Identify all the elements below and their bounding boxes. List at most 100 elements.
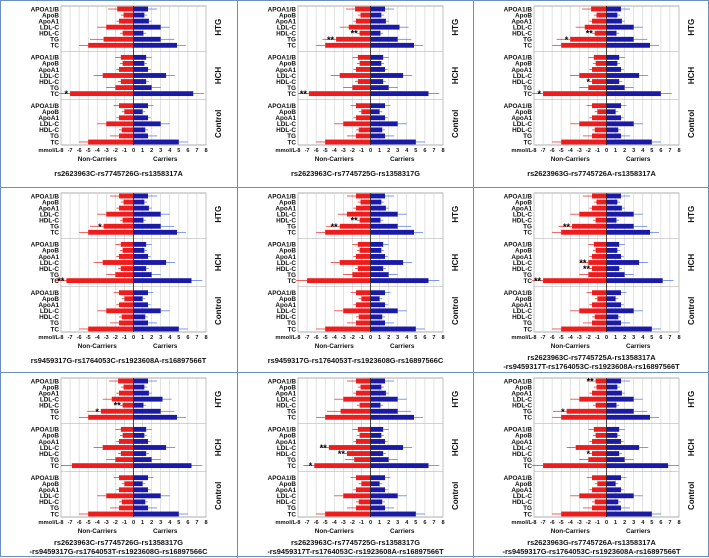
bar-carriers: [370, 205, 386, 211]
bar-non-carriers: [595, 60, 607, 66]
bar-non-carriers: [106, 308, 134, 314]
bar-non-carriers: [354, 457, 371, 463]
group-label: Control: [451, 110, 460, 138]
bar-non-carriers: [119, 67, 134, 72]
bar-carriers: [606, 378, 621, 384]
category-label: APOA1/B: [31, 193, 60, 200]
x-tick-label: -8: [296, 520, 301, 526]
bar-carriers: [133, 199, 145, 205]
bar-carriers: [606, 511, 652, 517]
bar-non-carriers: [357, 54, 371, 60]
bar-non-carriers: [119, 193, 134, 199]
bar-non-carriers: [592, 451, 607, 456]
bar-non-carriers: [356, 505, 371, 511]
bar-carriers: [370, 390, 386, 396]
side-label-non-carriers: Non-Carriers: [315, 343, 355, 350]
bar-non-carriers: [119, 320, 134, 326]
bar-non-carriers: [88, 414, 134, 420]
category-label: TG: [287, 409, 296, 416]
bar-non-carriers: [575, 445, 607, 450]
haplotype-chart-6: APOA1/BApoBApoA1LDL-CHDL-CTGTC**HTGAPOA1…: [503, 192, 696, 371]
bar-non-carriers: [595, 247, 607, 253]
bar-non-carriers: [119, 115, 134, 121]
x-tick-label: -4: [568, 148, 574, 154]
bar-carriers: [370, 408, 398, 414]
bar-carriers: [133, 505, 148, 511]
category-label: LDL-C: [513, 211, 533, 218]
bar-carriers: [133, 103, 148, 109]
x-tick-label: 7: [195, 148, 198, 154]
x-unit-label: mmol/L: [275, 335, 296, 341]
bar-carriers: [133, 390, 149, 396]
bar-carriers: [370, 6, 385, 12]
bar-non-carriers: [339, 223, 371, 229]
bar-carriers: [606, 109, 616, 115]
bar-carriers: [606, 302, 621, 308]
x-tick-label: -5: [323, 520, 328, 526]
bar-carriers: [606, 414, 650, 420]
bar-carriers: [370, 487, 385, 493]
x-tick-label: 8: [204, 335, 207, 341]
category-label: TC: [523, 139, 532, 146]
bar-carriers: [606, 6, 621, 12]
group-label: Control: [214, 297, 223, 325]
bar-non-carriers: [357, 79, 371, 84]
x-tick-label: -1: [122, 148, 127, 154]
x-tick-label: 0: [605, 148, 608, 154]
bar-non-carriers: [592, 193, 607, 199]
significance-marker: *: [98, 222, 102, 232]
x-tick-label: -5: [559, 148, 564, 154]
x-tick-label: 3: [396, 520, 399, 526]
bar-non-carriers: [120, 266, 134, 271]
category-label: APOA1/B: [268, 242, 297, 249]
x-tick-label: -3: [341, 148, 346, 154]
bar-carriers: [370, 223, 398, 229]
bar-non-carriers: [592, 487, 607, 493]
category-label: ApoB: [279, 296, 296, 303]
haplotype-chart-4: APOA1/BApoBApoA1LDL-CHDL-CTGTC*HTGAPOA1/…: [31, 192, 223, 365]
category-label: LDL-C: [513, 308, 533, 315]
category-label: APOA1/B: [268, 103, 297, 110]
bar-carriers: [370, 402, 381, 408]
side-label-carriers: Carriers: [390, 528, 415, 535]
x-tick-label: -3: [104, 148, 109, 154]
group-label: HTG: [451, 206, 460, 223]
category-label: LDL-C: [277, 211, 297, 218]
group-label: HCH: [451, 254, 460, 272]
bar-carriers: [133, 396, 163, 402]
category-label: APOA1/B: [268, 6, 297, 13]
bar-non-carriers: [592, 320, 607, 326]
bar-carriers: [370, 133, 385, 139]
x-tick-label: 0: [132, 148, 135, 154]
x-tick-label: 3: [396, 148, 399, 154]
category-label: ApoA1: [275, 254, 296, 261]
bar-carriers: [133, 54, 147, 60]
x-tick-label: 2: [387, 148, 390, 154]
x-tick-label: 6: [659, 148, 662, 154]
bar-non-carriers: [356, 254, 371, 259]
category-label: HDL-C: [39, 127, 59, 134]
bar-non-carriers: [594, 314, 607, 320]
x-tick-label: -6: [314, 148, 319, 154]
bar-non-carriers: [593, 241, 607, 247]
bar-non-carriers: [356, 115, 371, 121]
x-unit-label: mmol/L: [511, 520, 532, 526]
category-label: TG: [523, 409, 532, 416]
bar-carriers: [133, 133, 148, 139]
bar-carriers: [606, 278, 663, 284]
bar-non-carriers: [588, 260, 607, 265]
bar-carriers: [370, 217, 381, 223]
bar-non-carriers: [359, 247, 371, 253]
category-label: APOA1/B: [268, 475, 297, 482]
x-tick-label: -3: [577, 148, 582, 154]
bar-non-carriers: [592, 266, 607, 271]
bar-carriers: [370, 451, 384, 456]
bar-carriers: [370, 302, 385, 308]
bar-non-carriers: [106, 24, 134, 30]
bar-non-carriers: [356, 205, 371, 211]
bar-carriers: [606, 42, 650, 48]
bar-carriers: [370, 12, 382, 18]
category-label: APOA1/B: [268, 378, 297, 385]
category-label: LDL-C: [40, 260, 60, 267]
category-label: ApoB: [279, 481, 296, 488]
